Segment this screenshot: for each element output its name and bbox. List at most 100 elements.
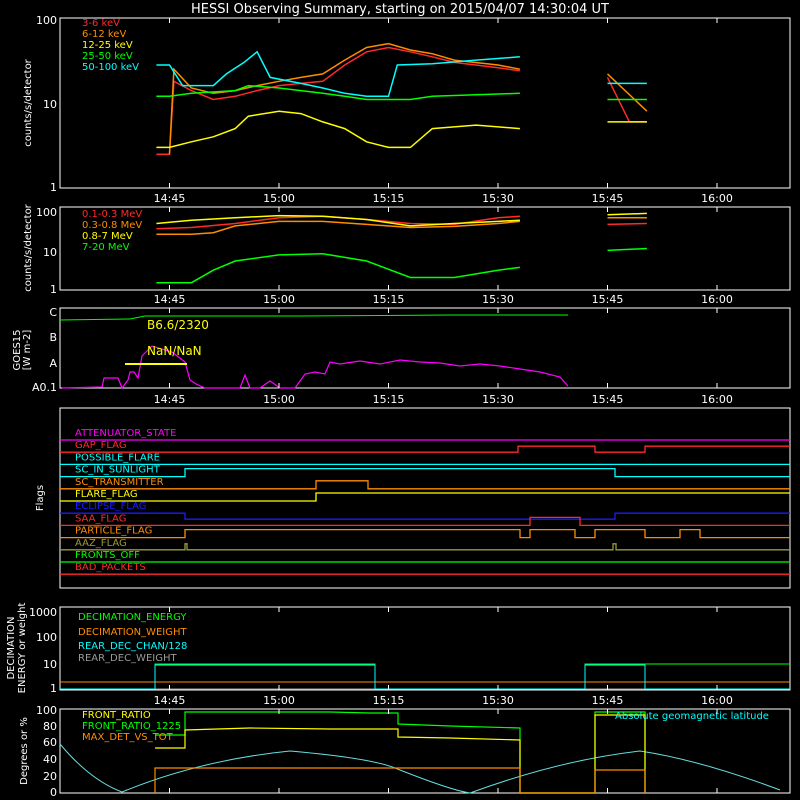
goes-ytick-b: B: [49, 331, 57, 344]
panel-decimation-xticks: [168, 607, 718, 690]
decimation-ytick-1: 1: [50, 682, 57, 695]
flag-label-1: GAP_FLAG: [75, 440, 127, 451]
legend-25-50kev: 25-50 keV: [82, 51, 133, 62]
flag-line-4: [60, 480, 790, 490]
goes-ylabel-unit: [W m-2]: [22, 330, 33, 371]
legend-50-100kev: 50-100 keV: [82, 62, 139, 73]
xtick-label-1: 15:00: [263, 694, 295, 707]
flag-label-3: SC_IN_SUNLIGHT: [75, 465, 161, 476]
front-ratio-1225-line: [155, 711, 646, 794]
xtick-label-1: 15:00: [263, 293, 295, 306]
figure-title: HESSI Observing Summary, starting on 201…: [191, 2, 609, 17]
legend-0.8-7mev: 0.8-7 MeV: [82, 231, 133, 242]
panel-lo-ytick-10: 10: [43, 98, 57, 111]
goes-long-channel: [59, 314, 568, 321]
panel-lo-frame: [59, 17, 791, 189]
flag-line-3: [60, 467, 790, 478]
panel-hi-series-1: [156, 217, 647, 236]
legend-max-det-vs-tot: MAX_DET_VS_TOT: [82, 732, 174, 743]
panel-lo-series-2: [156, 110, 647, 149]
panel-hi: counts/s/detector 1 10 100 0.1-0.3 MeV 0…: [23, 203, 791, 296]
panel-goes-xticks: [168, 308, 718, 388]
goes-ytick-a01: A0.1: [32, 381, 57, 394]
flag-label-10: FRONTS_OFF: [75, 550, 140, 561]
panel-ratio: Degrees or % 0 20 40 60 80 100 FRONT_RAT…: [19, 704, 791, 799]
decimation-ytick-10: 10: [43, 658, 57, 671]
xtick-label-3: 15:30: [482, 192, 514, 205]
xtick-label-4: 15:45: [592, 192, 624, 205]
panel-hi-xtick-labels: 14:45 15:00 15:15 15:30 15:45 16:00: [154, 293, 733, 306]
panel-lo-ytick-1: 1: [50, 181, 57, 194]
panel-hi-ytick-10: 10: [43, 246, 57, 259]
xtick-label-5: 16:00: [701, 192, 733, 205]
xtick-label-1: 15:00: [263, 192, 295, 205]
flags-ylabel: Flags: [35, 485, 46, 511]
goes-annotation-nan: NaN/NaN: [147, 344, 202, 358]
panel-lo-series-3: [156, 84, 647, 101]
flag-label-8: PARTICLE_FLAG: [75, 526, 152, 537]
flag-label-5: FLARE_FLAG: [75, 489, 138, 500]
legend-decimation-weight: DECIMATION_WEIGHT: [78, 627, 187, 638]
flag-label-7: SAA_FLAG: [75, 513, 126, 524]
xtick-label-4: 15:45: [592, 293, 624, 306]
xtick-label-3: 15:30: [482, 393, 514, 406]
legend-0.1-0.3mev: 0.1-0.3 MeV: [82, 209, 142, 220]
legend-7-20mev: 7-20 MeV: [82, 242, 130, 253]
panel-decimation-xtick-labels: 14:45 15:00 15:15 15:30 15:45 16:00: [154, 694, 733, 707]
xtick-label-3: 15:30: [482, 694, 514, 707]
flag-label-9: AAZ_FLAG: [75, 538, 127, 549]
panel-lo-xticks: [168, 18, 718, 188]
ratio-ytick-0: 0: [50, 786, 57, 799]
ratio-ytick-60: 60: [43, 736, 57, 749]
panel-lo-ytick-100: 100: [36, 14, 57, 27]
panel-hi-series: [156, 212, 647, 284]
decimation-ylabel-1: DECIMATION: [6, 616, 17, 679]
flag-line-7: [60, 516, 790, 527]
xtick-label-0: 14:45: [154, 393, 186, 406]
goes-annotation-b66: B6.6/2320: [147, 318, 209, 332]
rear-dec-chan-line: [60, 664, 790, 690]
flag-line-1: [60, 445, 790, 453]
panel-ratio-frame: [59, 708, 791, 794]
panel-goes-xtick-labels: 14:45 15:00 15:15 15:30 15:45 16:00: [154, 393, 733, 406]
goes-ytick-a: A: [49, 357, 57, 370]
xtick-label-5: 16:00: [701, 694, 733, 707]
legend-12-25kev: 12-25 keV: [82, 40, 133, 51]
decimation-ylabel-2: ENERGY or weight: [17, 603, 28, 694]
panel-decimation-frame: [59, 606, 791, 691]
goes-ytick-c: C: [49, 306, 57, 319]
xtick-label-0: 14:45: [154, 192, 186, 205]
xtick-label-5: 16:00: [701, 393, 733, 406]
panel-lo-xtick-labels: 14:45 15:00 15:15 15:30 15:45 16:00: [154, 192, 733, 205]
flag-line-5: [60, 492, 790, 502]
decimation-ytick-100: 100: [36, 631, 57, 644]
ratio-ytick-100: 100: [36, 704, 57, 717]
panel-hi-xticks: [168, 207, 718, 290]
decimation-ytick-1000: 1000: [29, 606, 57, 619]
ratio-annotation-geomagnetic: Absolute geomagnetic latitude: [615, 711, 769, 722]
flag-label-0: ATTENUATOR_STATE: [75, 428, 176, 439]
xtick-label-4: 15:45: [592, 393, 624, 406]
panel-flags-frame: [59, 407, 791, 589]
panel-lo-series-0: [156, 46, 647, 155]
panel-lo-ylabel: counts/s/detector: [23, 58, 34, 146]
flag-label-2: POSSIBLE_FLARE: [75, 452, 160, 463]
panel-lo-series: [156, 42, 648, 155]
legend-rear-dec-chan: REAR_DEC_CHAN/128: [78, 641, 187, 652]
ratio-ytick-80: 80: [43, 720, 57, 733]
panel-hi-ytick-100: 100: [36, 206, 57, 219]
xtick-label-3: 15:30: [482, 293, 514, 306]
flag-line-8: [60, 528, 790, 539]
legend-front-ratio: FRONT_RATIO: [82, 710, 151, 721]
xtick-label-2: 15:15: [373, 694, 405, 707]
legend-6-12kev: 6-12 keV: [82, 29, 126, 40]
xtick-label-1: 15:00: [263, 393, 295, 406]
xtick-label-0: 14:45: [154, 293, 186, 306]
legend-rear-dec-weight: REAR_DEC_WEIGHT: [78, 653, 177, 664]
legend-decimation-energy: DECIMATION_ENERGY: [78, 612, 187, 623]
panel-hi-frame: [59, 206, 791, 291]
panel-ratio-xticks: [168, 709, 718, 793]
panel-hi-series-2: [156, 212, 647, 227]
ratio-ytick-20: 20: [43, 770, 57, 783]
